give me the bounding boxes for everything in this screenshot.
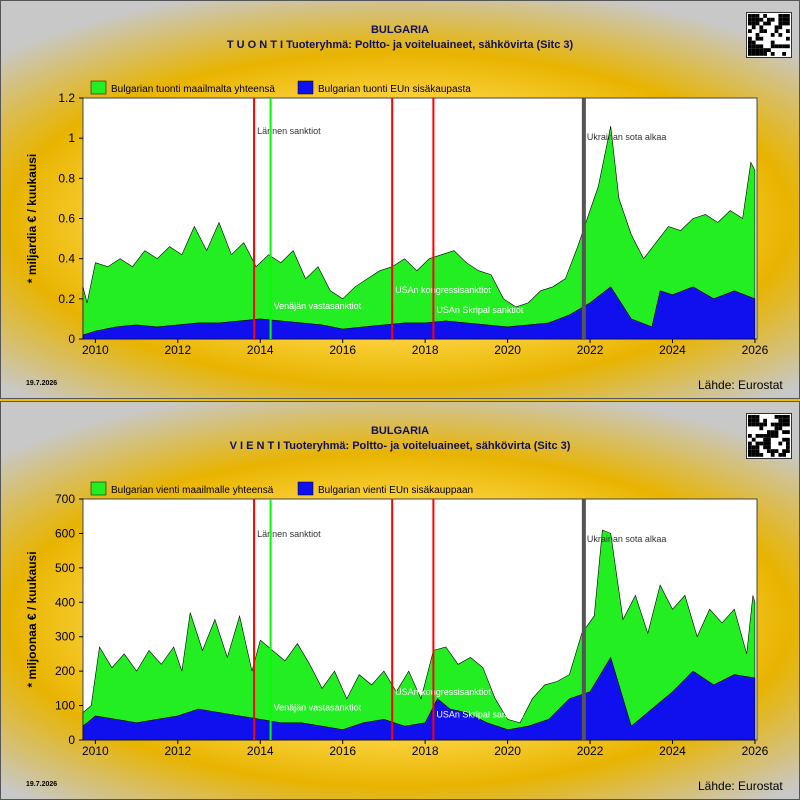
x-tick-label: 2012: [164, 744, 191, 758]
x-tick-label: 2026: [742, 343, 769, 357]
legend-label: Bulgarian tuonti maailmalta yhteensä: [111, 84, 275, 95]
x-tick-label: 2022: [577, 343, 604, 357]
legend-swatch: [297, 80, 314, 95]
series-area-world: [82, 126, 756, 340]
legend-swatch: [90, 481, 107, 496]
date-stamp: 19.7.2026: [26, 380, 58, 387]
event-label: Venäjän vastasanktiot: [274, 301, 362, 311]
event-label: Ukrainan sota alkaa: [587, 534, 667, 544]
import-chart-panel: BULGARIA T U O N T I Tuoteryhmä: Poltto-…: [0, 0, 800, 399]
export-chart-panel: BULGARIA V I E N T I Tuoteryhmä: Poltto-…: [0, 401, 800, 800]
event-label: Ukrainan sota alkaa: [587, 132, 667, 142]
event-label: Lännen sanktiot: [257, 529, 321, 539]
x-tick-label: 2016: [329, 343, 356, 357]
event-label: USAn Skripal sanktiot: [436, 710, 524, 720]
x-tick-label: 2026: [742, 744, 769, 758]
chart-subtitle: V I E N T I Tuoteryhmä: Poltto- ja voite…: [229, 440, 571, 452]
y-tick-label: 700: [55, 492, 75, 506]
source-label: Lähde: Eurostat: [698, 779, 783, 793]
x-tick-label: 2024: [659, 343, 686, 357]
series-area-world: [82, 529, 756, 741]
series-area-eu: [82, 656, 756, 741]
chart-subtitle: T U O N T I Tuoteryhmä: Poltto- ja voite…: [226, 39, 574, 51]
x-tick-label: 2012: [164, 343, 191, 357]
y-tick-label: 1: [68, 131, 75, 145]
chart-country-title: BULGARIA: [370, 24, 430, 36]
y-tick-label: 0.4: [58, 252, 75, 266]
x-tick-label: 2024: [659, 744, 686, 758]
import-area-chart: Bulgarian tuonti maailmalta yhteensä Bulg…: [25, 80, 769, 357]
y-tick-label: 200: [55, 664, 75, 678]
y-axis-label: * miljoonaa € / kuukausi: [25, 551, 39, 687]
y-tick-label: 0.2: [58, 292, 75, 306]
event-label: Venäjän vastasanktiot: [274, 703, 362, 713]
x-tick-label: 2010: [82, 744, 109, 758]
y-tick-label: 500: [55, 561, 75, 575]
x-tick-label: 2016: [329, 744, 356, 758]
y-tick-label: 0.8: [58, 171, 75, 185]
chart-country-title: BULGARIA: [370, 425, 430, 437]
y-axis-label: * miljardia € / kuukausi: [25, 154, 39, 283]
x-tick-label: 2018: [412, 744, 439, 758]
y-tick-label: 300: [55, 630, 75, 644]
y-tick-label: 600: [55, 526, 75, 540]
event-label: USAn kongressisanktiot: [395, 285, 491, 295]
legend-label: Bulgarian vienti EUn sisäkauppaan: [318, 485, 473, 496]
y-tick-label: 400: [55, 595, 75, 609]
export-area-chart: Bulgarian vienti maailmalle yhteensä Bulg…: [25, 481, 769, 758]
y-tick-label: 0.6: [58, 212, 75, 226]
y-tick-label: 100: [55, 699, 75, 713]
event-label: USAn kongressisanktiot: [395, 687, 491, 697]
x-tick-label: 2014: [247, 343, 274, 357]
legend-label: Bulgarian vienti maailmalle yhteensä: [111, 485, 274, 496]
source-label: Lähde: Eurostat: [698, 378, 783, 392]
series-area-eu: [82, 286, 756, 340]
event-label: USAn Skripal sanktiot: [436, 305, 524, 315]
y-tick-label: 0: [68, 733, 75, 747]
qr-code-icon: [746, 12, 792, 58]
x-tick-label: 2018: [412, 343, 439, 357]
event-label: Lännen sanktiot: [257, 126, 321, 136]
date-stamp: 19.7.2026: [26, 781, 58, 788]
x-tick-label: 2020: [494, 744, 521, 758]
y-tick-label: 0: [68, 332, 75, 346]
x-tick-label: 2022: [577, 744, 604, 758]
legend-swatch: [297, 481, 314, 496]
x-tick-label: 2010: [82, 343, 109, 357]
legend-label: Bulgarian tuonti EUn sisäkaupasta: [318, 84, 471, 95]
legend-swatch: [90, 80, 107, 95]
x-tick-label: 2020: [494, 343, 521, 357]
qr-code-icon: [746, 413, 792, 459]
x-tick-label: 2014: [247, 744, 274, 758]
y-tick-label: 1.2: [58, 91, 75, 105]
